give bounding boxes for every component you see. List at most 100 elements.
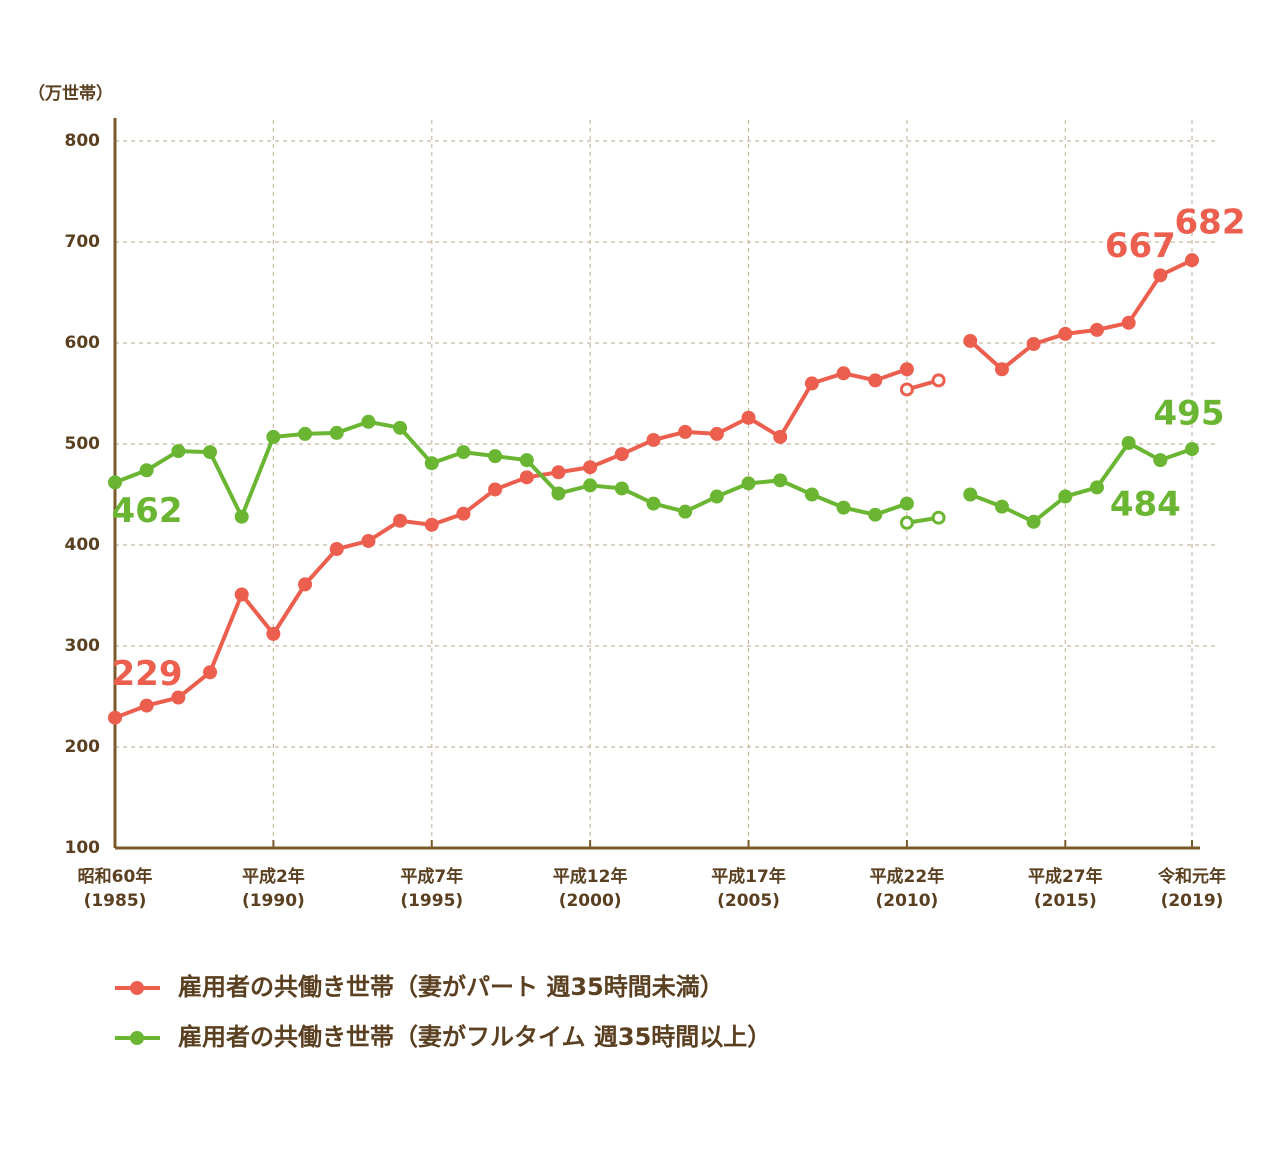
x-tick-label-line: 平成22年 — [870, 866, 945, 887]
data-point — [203, 665, 218, 680]
legend-marker — [130, 1031, 144, 1045]
data-point — [139, 463, 154, 478]
data-point — [709, 426, 724, 441]
x-tick-label-line: 昭和60年 — [78, 866, 153, 887]
y-tick-label: 200 — [65, 737, 101, 757]
data-point — [108, 475, 122, 490]
y-tick-label: 500 — [65, 434, 101, 454]
data-point — [899, 362, 914, 377]
x-tick-label: 平成22年 (2010) — [870, 866, 945, 911]
data-point — [361, 533, 376, 548]
data-label: 484 — [1110, 485, 1181, 525]
x-tick-label: 平成17年 (2005) — [711, 866, 786, 911]
series-line — [114, 258, 1193, 720]
data-point — [994, 499, 1009, 514]
data-point — [1185, 442, 1199, 457]
data-label: 667 — [1105, 226, 1176, 266]
x-tick-label: 平成12年 (2000) — [553, 866, 628, 911]
data-point — [298, 577, 313, 592]
data-point — [551, 465, 566, 480]
data-point — [1089, 322, 1104, 337]
data-point — [678, 424, 693, 439]
data-point — [488, 449, 503, 464]
x-tick-label-line: (1995) — [400, 891, 463, 911]
data-point — [393, 420, 408, 435]
data-point — [804, 376, 819, 391]
data-point — [1089, 480, 1104, 495]
data-point — [836, 500, 851, 515]
data-point — [139, 698, 154, 713]
data-label: 229 — [112, 654, 183, 694]
data-point — [203, 445, 218, 460]
data-point — [773, 473, 788, 488]
data-point — [361, 414, 376, 429]
data-point — [108, 710, 122, 725]
data-point — [329, 542, 344, 557]
x-tick-label: 令和元年 (2019) — [1158, 866, 1226, 911]
data-point — [1026, 514, 1041, 529]
data-point — [741, 410, 756, 425]
data-label: 462 — [112, 491, 183, 531]
data-point — [488, 482, 503, 497]
x-tick-label-line: (2005) — [717, 891, 780, 911]
x-tick-label-line: 平成17年 — [711, 866, 786, 887]
x-tick-label: 昭和60年 (1985) — [78, 866, 153, 911]
data-point — [424, 517, 439, 532]
data-point — [234, 509, 249, 524]
data-point — [931, 510, 946, 525]
y-tick-label: 400 — [65, 535, 101, 555]
data-point — [519, 453, 534, 468]
data-label: 495 — [1154, 394, 1225, 434]
legend-marker — [130, 981, 144, 995]
x-tick-label: 平成2年 (1990) — [242, 866, 305, 911]
y-tick-label: 300 — [65, 636, 101, 656]
data-point — [393, 513, 408, 528]
data-point — [1058, 326, 1073, 341]
y-tick-label: 700 — [65, 232, 101, 252]
x-tick-label-line: (2015) — [1034, 891, 1097, 911]
data-point — [899, 382, 914, 397]
data-point — [456, 445, 471, 460]
data-point — [804, 487, 819, 502]
x-tick-label-line: 令和元年 — [1158, 866, 1226, 887]
y-tick-label: 100 — [65, 838, 101, 858]
data-point — [899, 515, 914, 530]
legend-label: 雇用者の共働き世帯（妻がフルタイム 週35時間以上） — [178, 1023, 771, 1051]
data-point — [583, 478, 598, 493]
data-point — [266, 429, 281, 444]
x-tick-label-line: 平成2年 — [242, 866, 305, 887]
data-point — [298, 426, 313, 441]
y-tick-label: 800 — [65, 131, 101, 151]
x-tick-label-line: (1990) — [242, 891, 305, 911]
data-point — [614, 481, 629, 496]
data-point — [678, 504, 693, 519]
data-point — [868, 507, 883, 522]
data-point — [963, 487, 978, 502]
data-point — [171, 690, 186, 705]
x-tick-label: 平成27年 (2015) — [1028, 866, 1103, 911]
x-tick-label-line: 平成12年 — [553, 866, 628, 887]
data-point — [836, 366, 851, 381]
data-point — [266, 626, 281, 641]
data-point — [329, 425, 344, 440]
data-point — [1121, 435, 1136, 450]
data-point — [899, 496, 914, 511]
data-point — [1058, 489, 1073, 504]
data-point — [424, 456, 439, 471]
data-point — [1153, 268, 1168, 283]
data-point — [456, 506, 471, 521]
x-tick-label-line: 平成7年 — [400, 866, 463, 887]
legend-label: 雇用者の共働き世帯（妻がパート 週35時間未満） — [178, 973, 724, 1001]
data-point — [931, 373, 946, 388]
x-tick-label-line: (2000) — [559, 891, 622, 911]
x-tick-label-line: 平成27年 — [1028, 866, 1103, 887]
data-point — [868, 373, 883, 388]
data-point — [994, 362, 1009, 377]
x-tick-label-line: (2010) — [875, 891, 938, 911]
data-point — [583, 460, 598, 475]
x-tick-label-line: (1985) — [84, 891, 147, 911]
data-point — [963, 333, 978, 348]
data-point — [551, 486, 566, 501]
x-tick-label-line: (2019) — [1161, 891, 1224, 911]
